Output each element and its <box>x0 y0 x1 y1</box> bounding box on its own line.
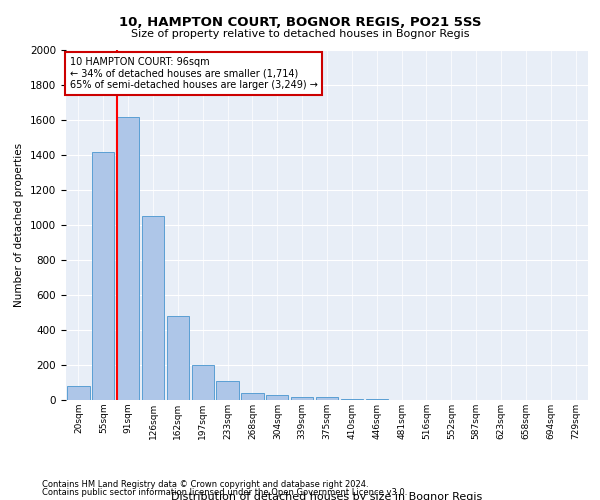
Bar <box>67 386 89 400</box>
Bar <box>316 398 338 400</box>
Text: 10, HAMPTON COURT, BOGNOR REGIS, PO21 5SS: 10, HAMPTON COURT, BOGNOR REGIS, PO21 5S… <box>119 16 481 29</box>
Bar <box>117 116 139 400</box>
Text: Contains public sector information licensed under the Open Government Licence v3: Contains public sector information licen… <box>42 488 407 497</box>
Bar <box>241 393 263 400</box>
Y-axis label: Number of detached properties: Number of detached properties <box>14 143 25 307</box>
Bar <box>142 216 164 400</box>
Bar <box>266 395 289 400</box>
Bar <box>217 381 239 400</box>
Bar <box>167 316 189 400</box>
Bar <box>291 396 313 400</box>
Text: 10 HAMPTON COURT: 96sqm
← 34% of detached houses are smaller (1,714)
65% of semi: 10 HAMPTON COURT: 96sqm ← 34% of detache… <box>70 57 317 90</box>
Bar <box>341 399 363 400</box>
Bar <box>191 365 214 400</box>
Text: Size of property relative to detached houses in Bognor Regis: Size of property relative to detached ho… <box>131 29 469 39</box>
Text: Contains HM Land Registry data © Crown copyright and database right 2024.: Contains HM Land Registry data © Crown c… <box>42 480 368 489</box>
X-axis label: Distribution of detached houses by size in Bognor Regis: Distribution of detached houses by size … <box>172 492 482 500</box>
Bar <box>92 152 115 400</box>
